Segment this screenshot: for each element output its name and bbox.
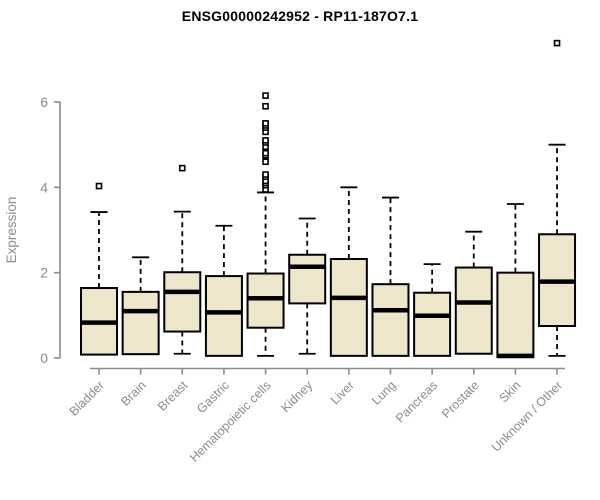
x-category-label: Hematopoietic cells bbox=[187, 378, 274, 465]
boxplot-brain bbox=[121, 256, 160, 356]
outlier-point bbox=[262, 102, 269, 110]
boxplot-bladder bbox=[80, 182, 118, 356]
x-category-label: Bladder bbox=[67, 378, 107, 418]
outlier-point bbox=[262, 137, 269, 144]
outlier-point bbox=[178, 164, 186, 172]
outlier-point bbox=[553, 39, 561, 47]
boxplot-breast bbox=[163, 164, 202, 355]
x-category-label: Kidney bbox=[278, 378, 315, 415]
iqr-box bbox=[371, 283, 410, 357]
boxplot-lung bbox=[371, 196, 410, 357]
outlier-point bbox=[262, 171, 269, 178]
chart-title: ENSG00000242952 - RP11-187O7.1 bbox=[181, 8, 419, 24]
outlier-point bbox=[95, 182, 103, 190]
iqr-box bbox=[496, 271, 535, 359]
iqr-box bbox=[413, 291, 452, 357]
outlier-point bbox=[262, 92, 269, 99]
x-category-label: Skin bbox=[496, 378, 523, 405]
iqr-box bbox=[121, 290, 160, 356]
boxplot-prostate bbox=[454, 230, 493, 355]
iqr-box bbox=[246, 272, 285, 329]
outlier-point bbox=[262, 158, 269, 166]
iqr-box bbox=[288, 253, 327, 305]
iqr-box bbox=[454, 266, 493, 355]
x-category-label: Pancreas bbox=[393, 378, 440, 425]
y-tick-label: 2 bbox=[40, 265, 48, 281]
boxplot-pancreas bbox=[413, 263, 452, 357]
boxplot-gastric bbox=[204, 224, 243, 357]
plot-area: 0 2 4 6 Bladder Brain Breast GastricHematopoiet… bbox=[40, 39, 577, 465]
boxplot-hematopoietic-cells bbox=[246, 92, 285, 357]
x-category-label: Breast bbox=[155, 378, 191, 414]
x-category-label: Unknown / Other bbox=[489, 378, 565, 454]
boxplot-kidney bbox=[288, 217, 327, 355]
x-category-label: Lung bbox=[369, 378, 399, 408]
iqr-box bbox=[204, 275, 243, 357]
x-category-label: Liver bbox=[328, 378, 357, 407]
y-tick-label: 4 bbox=[40, 179, 48, 195]
x-category-label: Prostate bbox=[439, 378, 482, 421]
outlier-point bbox=[262, 149, 269, 157]
iqr-box bbox=[329, 258, 368, 357]
boxplot-skin bbox=[496, 203, 535, 359]
y-axis-label: Expression bbox=[4, 197, 19, 264]
x-category-label: Brain bbox=[118, 378, 149, 409]
iqr-box bbox=[163, 271, 202, 333]
y-tick-label: 6 bbox=[40, 94, 48, 110]
y-tick-label: 0 bbox=[40, 350, 48, 366]
x-category-label: Gastric bbox=[194, 378, 232, 416]
boxplot-liver bbox=[329, 186, 368, 357]
outlier-point bbox=[262, 120, 269, 127]
boxplot-unknown-other bbox=[538, 39, 577, 357]
